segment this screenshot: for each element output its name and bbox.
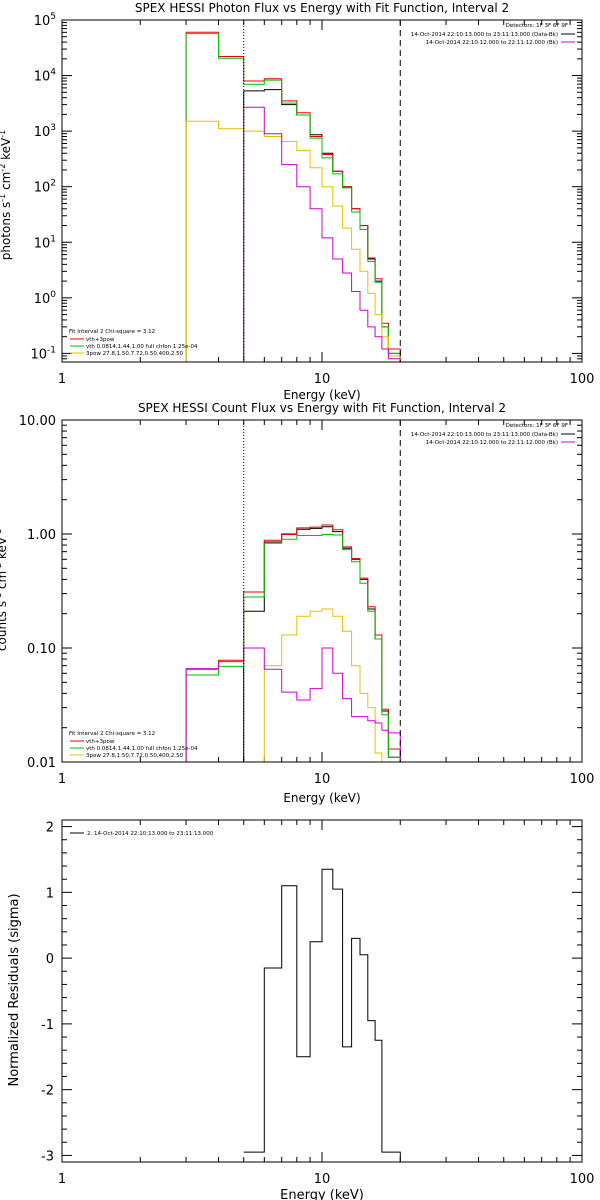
photon-legend-3pow-text: 3pow 27.8,1.50,7.72,0.50,400,2.50	[86, 351, 184, 357]
photon-series-group	[185, 31, 401, 362]
series-line	[185, 33, 401, 362]
y-tick-label: 0	[46, 952, 54, 967]
y-tick-label: 0.01	[27, 756, 56, 771]
photon-x-tick-labels: 1 10 100	[58, 372, 595, 387]
photon-plot-frame	[61, 19, 583, 363]
series-line	[185, 120, 401, 362]
count-legend-total-text: vth+3pow	[86, 739, 115, 745]
photon-legend-total-text: vth+3pow	[86, 337, 115, 343]
series-line	[185, 647, 401, 762]
photon-chart-title: SPEX HESSI Photon Flux vs Energy with Fi…	[135, 1, 509, 15]
residuals-legend: 2. 14-Oct-2014 22:10:13.000 to 23:11:13.…	[70, 831, 214, 837]
y-tick-label: 1	[46, 886, 54, 901]
y-tick-label: 103	[34, 123, 56, 140]
y-tick-label: 10.00	[19, 414, 56, 429]
y-tick-label: 102	[34, 179, 56, 196]
x-tick-label: 100	[570, 772, 595, 787]
y-tick-label: 2	[46, 821, 54, 836]
y-tick-label: -1	[41, 1018, 54, 1033]
x-tick-label: 100	[570, 1172, 595, 1187]
y-tick-label: 100	[34, 290, 57, 307]
series-line	[243, 106, 401, 362]
y-tick-label: 104	[34, 68, 57, 85]
photon-fit-range-markers	[243, 20, 401, 362]
photon-detectors-text: Detectors: 1F 3F 6F 9F	[506, 23, 568, 29]
residuals-x-tick-labels: 1 10 100	[58, 1172, 595, 1187]
y-tick-label: 0.10	[27, 642, 56, 657]
count-legend-vth-text: vth 0.0814,1.44,1.00 full chfon 1.25e-04	[86, 746, 198, 752]
residuals-x-axis-label: Energy (keV)	[280, 1188, 364, 1200]
count-plot-frame	[61, 419, 583, 763]
residuals-axis-ticks	[61, 820, 582, 1162]
series-line	[185, 534, 401, 762]
count-chart-title: SPEX HESSI Count Flux vs Energy with Fit…	[138, 401, 506, 415]
y-tick-label: -3	[41, 1149, 54, 1164]
count-fit-range-markers	[243, 420, 401, 762]
count-y-axis-label: counts s-1 cm-2 keV-1	[0, 529, 9, 651]
x-tick-label: 1	[58, 1172, 66, 1187]
x-tick-label: 1	[58, 772, 66, 787]
photon-legend-bottom-left: Fit Interval 2 Chi-square = 3.12 vth+3po…	[69, 329, 198, 357]
count-legend-top-right: Detectors: 1F 3F 6F 9F 14-Oct-2014 22:10…	[411, 423, 575, 446]
y-tick-label: 105	[34, 12, 56, 29]
count-legend-bk-text: 14-Oct-2014 22:10:12.000 to 22:11:12.000…	[426, 440, 558, 446]
x-tick-label: 100	[570, 372, 595, 387]
residuals-y-tick-labels: 2 1 0 -1 -2 -3	[41, 821, 54, 1165]
count-flux-panel: SPEX HESSI Count Flux vs Energy with Fit…	[0, 401, 594, 805]
series-line	[243, 526, 401, 762]
count-fit-interval-text: Fit Interval 2 Chi-square = 3.12	[69, 731, 155, 737]
count-x-tick-labels: 1 10 100	[58, 772, 595, 787]
series-line	[186, 608, 401, 763]
photon-flux-panel: SPEX HESSI Photon Flux vs Energy with Fi…	[0, 1, 594, 402]
residuals-legend-text: 2. 14-Oct-2014 22:10:13.000 to 23:11:13.…	[87, 831, 214, 837]
x-tick-label: 10	[314, 1172, 331, 1187]
y-tick-label: 101	[34, 234, 56, 251]
photon-x-axis-label: Energy (keV)	[283, 388, 360, 402]
residuals-y-axis-label: Normalized Residuals (sigma)	[7, 893, 22, 1086]
x-tick-label: 10	[314, 372, 331, 387]
count-x-axis-label: Energy (keV)	[283, 791, 360, 805]
photon-legend-top-right: Detectors: 1F 3F 6F 9F 14-Oct-2014 22:10…	[411, 23, 575, 46]
count-legend-data-text: 14-Oct-2014 22:10:13.000 to 23:11:13.000…	[411, 432, 558, 438]
photon-legend-vth-text: vth 0.0814,1.44,1.00 full chfon 1.25e-04	[86, 344, 198, 350]
count-detectors-text: Detectors: 1F 3F 6F 9F	[506, 423, 568, 429]
x-tick-label: 1	[58, 372, 66, 387]
residuals-plot-frame	[61, 819, 583, 1163]
photon-axis-ticks	[61, 19, 582, 363]
series-line	[185, 524, 401, 762]
count-y-tick-labels: 10.00 1.00 0.10 0.01	[19, 414, 56, 771]
count-series-group	[185, 524, 401, 763]
residuals-panel: Normalized Residuals (sigma) Energy (keV…	[7, 819, 595, 1200]
photon-fit-interval-text: Fit Interval 2 Chi-square = 3.12	[69, 329, 155, 335]
y-tick-label: 10-1	[30, 345, 56, 362]
x-tick-label: 10	[314, 772, 331, 787]
series-line	[243, 868, 401, 1162]
photon-y-axis-label: photons s-1 cm-2 keV-1	[0, 130, 13, 261]
y-tick-label: 1.00	[27, 528, 56, 543]
y-tick-label: -2	[41, 1084, 54, 1099]
photon-y-tick-labels: 105 104 103 102 101 100 10-1	[30, 12, 56, 362]
photon-legend-bk-text: 14-Oct-2014 22:10:12.000 to 22:11:12.000…	[426, 40, 558, 46]
residuals-series-group	[243, 868, 401, 1162]
count-axis-ticks	[61, 419, 582, 763]
count-legend-bottom-left: Fit Interval 2 Chi-square = 3.12 vth+3po…	[69, 731, 198, 759]
count-legend-3pow-text: 3pow 27.8,1.50,7.72,0.50,400,2.50	[86, 753, 184, 759]
photon-legend-data-text: 14-Oct-2014 22:10:13.000 to 23:11:13.000…	[411, 32, 558, 38]
